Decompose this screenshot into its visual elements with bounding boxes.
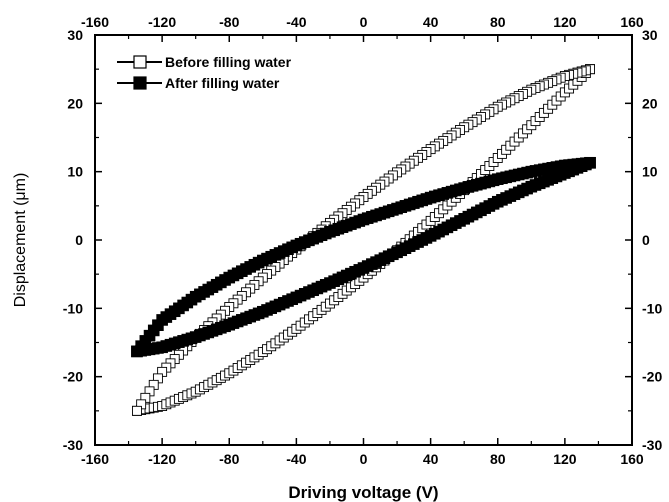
x-tick-label-bottom: -160: [81, 451, 109, 467]
axis-ticks: [94, 34, 633, 446]
x-tick-label-top: 40: [423, 14, 439, 30]
x-tick-label-bottom: 80: [490, 451, 506, 467]
y-tick-label-left: 30: [67, 27, 83, 43]
y-tick-label-right: 10: [642, 164, 658, 180]
x-tick-label-bottom: 40: [423, 451, 439, 467]
legend-marker: [133, 76, 147, 90]
x-tick-label-bottom: -120: [148, 451, 176, 467]
x-tick-label-bottom: 120: [553, 451, 577, 467]
series-before-filling-water: [132, 64, 595, 416]
legend: Before filling water After filling water: [117, 54, 292, 91]
x-tick-label-bottom: 160: [620, 451, 644, 467]
legend-marker: [133, 55, 147, 69]
plot-area: [94, 34, 633, 446]
y-tick-label-right: 0: [642, 232, 650, 248]
y-tick-label-left: 10: [67, 164, 83, 180]
y-tick-label-left: 0: [75, 232, 83, 248]
y-tick-label-right: -10: [642, 300, 662, 316]
x-tick-label-bottom: 0: [360, 451, 368, 467]
y-tick-label-left: -30: [63, 437, 83, 453]
y-tick-label-right: 30: [642, 27, 658, 43]
x-tick-label-bottom: -80: [219, 451, 239, 467]
x-tick-label-top: 160: [620, 14, 644, 30]
axis-tick-labels: -160 -160 -120 -120 -80 -80 -40 -40 0 0 40 40 80 80 12…: [63, 14, 663, 467]
y-tick-label-right: -30: [642, 437, 662, 453]
legend-label: After filling water: [165, 75, 280, 91]
y-axis-title: Displacement (μm): [12, 173, 29, 308]
y-tick-label-left: -20: [63, 369, 83, 385]
y-tick-label-left: 20: [67, 95, 83, 111]
legend-item: Before filling water: [117, 54, 292, 70]
data-point: [131, 345, 143, 358]
series-after-filling-water: [131, 156, 596, 358]
x-tick-label-top: -80: [219, 14, 239, 30]
x-tick-label-bottom: -40: [286, 451, 306, 467]
x-tick-label-top: 0: [360, 14, 368, 30]
y-tick-label-right: -20: [642, 369, 662, 385]
legend-item: After filling water: [117, 75, 280, 91]
legend-label: Before filling water: [165, 54, 292, 70]
x-tick-label-top: -160: [81, 14, 109, 30]
x-axis-title: Driving voltage (V): [288, 483, 438, 502]
y-tick-label-right: 20: [642, 95, 658, 111]
data-point: [132, 405, 142, 416]
x-tick-label-top: 120: [553, 14, 577, 30]
plot-frame: [94, 34, 633, 446]
x-tick-label-top: 80: [490, 14, 506, 30]
x-tick-label-top: -120: [148, 14, 176, 30]
series-layer: [131, 64, 596, 416]
x-tick-label-top: -40: [286, 14, 306, 30]
y-tick-label-left: -10: [63, 300, 83, 316]
